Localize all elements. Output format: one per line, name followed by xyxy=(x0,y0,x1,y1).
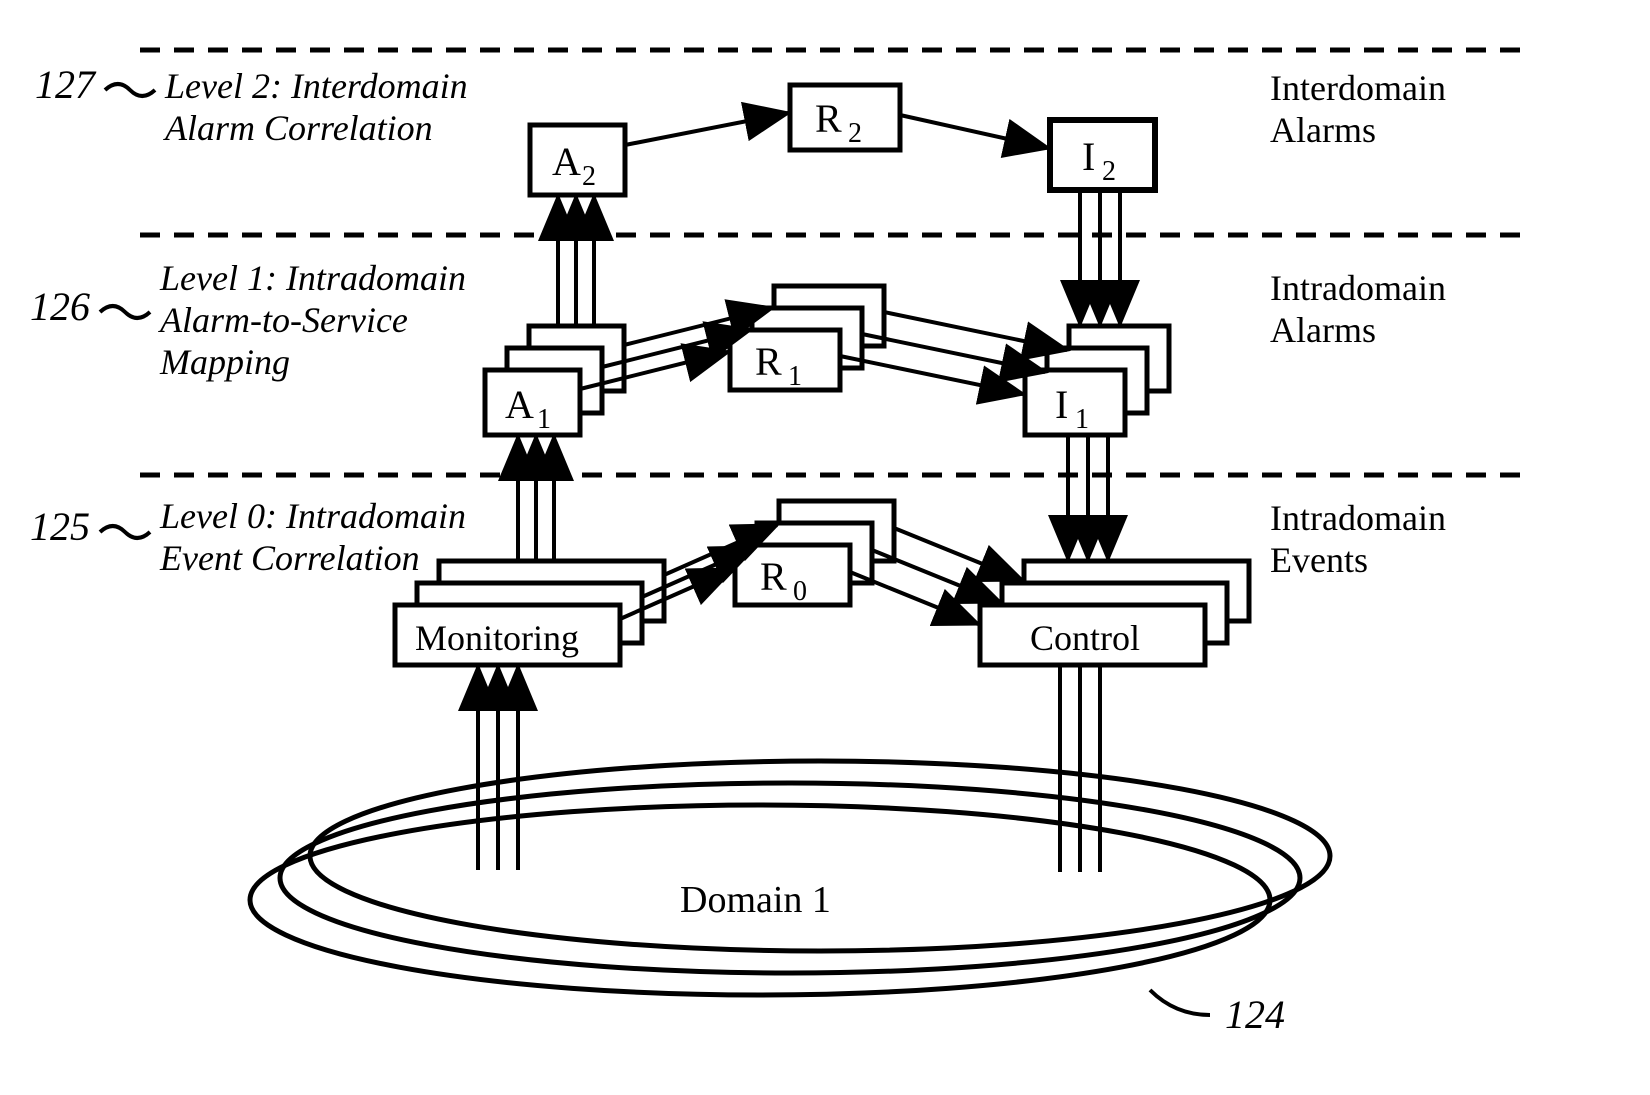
ref-126: 126 xyxy=(30,284,90,329)
svg-text:Monitoring: Monitoring xyxy=(415,618,579,658)
node-r1-stack: R1 xyxy=(730,286,884,392)
svg-text:I: I xyxy=(1055,382,1068,427)
svg-text:R: R xyxy=(760,554,787,599)
ref-124-leader xyxy=(1150,990,1210,1015)
level2-right-1: Interdomain xyxy=(1270,68,1446,108)
svg-text:Domain 1: Domain 1 xyxy=(680,879,831,921)
svg-text:I: I xyxy=(1082,134,1095,179)
node-r0-stack: R0 xyxy=(735,501,894,607)
level0-title-2: Event Correlation xyxy=(159,538,420,578)
node-control-stack: Control xyxy=(980,561,1249,665)
svg-text:R: R xyxy=(755,339,782,384)
svg-text:1: 1 xyxy=(1075,404,1089,435)
level1-title-1: Level 1: Intradomain xyxy=(159,258,466,298)
svg-text:2: 2 xyxy=(848,118,862,149)
ref-126-tilde xyxy=(100,306,150,318)
node-r2: R2 xyxy=(790,85,900,150)
svg-text:2: 2 xyxy=(582,161,596,192)
svg-text:1: 1 xyxy=(537,404,551,435)
svg-text:A: A xyxy=(552,139,581,184)
level1-title-3: Mapping xyxy=(159,342,290,382)
svg-text:R: R xyxy=(815,96,842,141)
ref-125-tilde xyxy=(100,526,150,538)
level0-right-1: Intradomain xyxy=(1270,498,1446,538)
level1-right-2: Alarms xyxy=(1270,310,1376,350)
ref-127-tilde xyxy=(105,84,155,96)
node-i2: I2 xyxy=(1050,120,1155,190)
level2-right-2: Alarms xyxy=(1270,110,1376,150)
level1-title-2: Alarm-to-Service xyxy=(158,300,408,340)
node-a2: A2 xyxy=(530,125,625,195)
svg-text:0: 0 xyxy=(793,576,807,607)
level1-right-1: Intradomain xyxy=(1270,268,1446,308)
node-i1-stack: I1 xyxy=(1025,326,1169,435)
level2-title-2: Alarm Correlation xyxy=(163,108,433,148)
ref-127: 127 xyxy=(35,62,97,107)
node-a1-stack: A1 xyxy=(485,326,624,435)
level0-title-1: Level 0: Intradomain xyxy=(159,496,466,536)
level0-right-2: Events xyxy=(1270,540,1368,580)
level2-title-1: Level 2: Interdomain xyxy=(164,66,468,106)
svg-text:A: A xyxy=(505,382,534,427)
ref-124: 124 xyxy=(1225,992,1285,1037)
svg-text:Control: Control xyxy=(1030,618,1140,658)
domain-stack: Domain 1 xyxy=(250,761,1330,995)
node-monitoring-stack: Monitoring xyxy=(395,561,664,665)
ref-125: 125 xyxy=(30,504,90,549)
svg-text:1: 1 xyxy=(788,361,802,392)
svg-text:2: 2 xyxy=(1102,156,1116,187)
